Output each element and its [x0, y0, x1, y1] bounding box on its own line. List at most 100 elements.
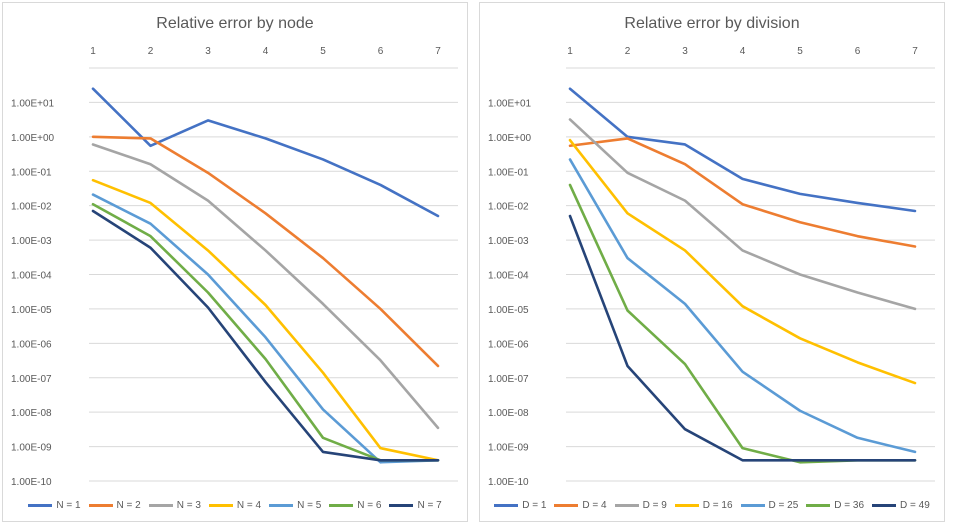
legend-item: N = 7 — [389, 500, 442, 511]
series-line-d-16 — [568, 138, 917, 385]
chart-title: Relative error by division — [624, 15, 800, 32]
legend-item: N = 2 — [88, 500, 141, 511]
x-tick-label: 4 — [740, 46, 746, 57]
y-tick-label: 1.00E-08 — [488, 408, 529, 419]
legend-label: D = 36 — [834, 500, 865, 511]
chart-plot-area-division: 1.00E-10 1.00E-09 1.00E-08 1.00E-07 1.00E-06… — [488, 46, 935, 488]
y-tick-label: 1.00E-01 — [488, 167, 529, 178]
legend-label: D = 25 — [768, 500, 799, 511]
y-tick-label: 1.00E-01 — [11, 167, 52, 178]
x-tick-label: 3 — [682, 46, 688, 57]
legend-swatch — [208, 503, 233, 507]
legend-label: N = 7 — [417, 500, 442, 511]
y-tick-label: 1.00E-07 — [11, 374, 52, 385]
chart-plot-area-node: 1.00E-10 1.00E-09 1.00E-08 1.00E-07 1.00E-06… — [11, 46, 458, 488]
x-tick-label: 5 — [797, 46, 803, 57]
legend-item: D = 4 — [554, 500, 607, 511]
legend-label: N = 6 — [357, 500, 382, 511]
legend-swatch — [872, 503, 897, 507]
series-line-n-4 — [91, 178, 440, 462]
series-line-d-1 — [568, 87, 917, 213]
legend-item: N = 1 — [28, 500, 81, 511]
legend-swatch — [269, 503, 294, 507]
y-tick-label: 1.00E-02 — [11, 202, 52, 213]
legend-label: N = 1 — [56, 500, 81, 511]
y-tick-label: 1.00E-03 — [11, 236, 52, 247]
y-tick-label: 1.00E+01 — [488, 98, 532, 109]
y-tick-label: 1.00E-08 — [11, 408, 52, 419]
legend-swatch — [389, 503, 414, 507]
legend-item: N = 6 — [329, 500, 381, 511]
legend-label: N = 3 — [176, 500, 201, 511]
legend-label: D = 49 — [900, 500, 930, 511]
series-line-n-7 — [91, 209, 440, 462]
series-line-d-25 — [568, 158, 917, 454]
x-tick-label: 1 — [90, 46, 96, 57]
legend-item: D = 49 — [872, 500, 930, 511]
legend-label: D = 1 — [522, 500, 547, 511]
legend-label: N = 2 — [116, 500, 141, 511]
x-tick-label: 6 — [378, 46, 384, 57]
series-line-d-9 — [568, 118, 917, 311]
legend-swatch — [494, 503, 519, 507]
x-tick-label: 1 — [567, 46, 573, 57]
legend-swatch — [614, 503, 639, 507]
y-tick-label: 1.00E-04 — [11, 271, 52, 282]
series-line-n-3 — [91, 143, 440, 430]
y-tick-label: 1.00E-05 — [11, 305, 52, 316]
series-line-n-5 — [91, 193, 440, 464]
x-tick-label: 5 — [320, 46, 326, 57]
y-tick-label: 1.00E-10 — [11, 477, 52, 488]
legend-swatch — [28, 503, 53, 507]
chart-legend: D = 1 D = 4 D = 9 D = 16 D = 25 D = 36 D = 49 — [480, 500, 944, 511]
series-line-d-4 — [568, 137, 917, 248]
y-tick-label: 1.00E-09 — [488, 443, 529, 454]
legend-item: N = 4 — [208, 500, 262, 511]
chart-panel-division: Relative error by division 1.00E-10 1.00E… — [479, 2, 945, 522]
legend-label: D = 4 — [582, 500, 607, 511]
legend-swatch — [740, 503, 765, 507]
legend-item: D = 9 — [614, 500, 667, 511]
legend-label: D = 16 — [702, 500, 733, 511]
x-tick-label: 4 — [263, 46, 269, 57]
x-tick-label: 7 — [912, 46, 918, 57]
y-tick-label: 1.00E+00 — [488, 133, 532, 144]
x-tick-label: 7 — [435, 46, 441, 57]
legend-swatch — [554, 503, 579, 507]
x-tick-label: 3 — [205, 46, 211, 57]
y-tick-label: 1.00E-02 — [488, 202, 529, 213]
y-tick-label: 1.00E+00 — [11, 133, 55, 144]
x-tick-label: 2 — [625, 46, 631, 57]
legend-swatch — [329, 503, 354, 507]
legend-label: N = 5 — [297, 500, 322, 511]
legend-item: D = 25 — [740, 500, 799, 511]
y-tick-label: 1.00E-04 — [488, 271, 529, 282]
series-line-d-49 — [568, 214, 917, 462]
legend-item: N = 5 — [269, 500, 321, 511]
x-tick-label: 2 — [148, 46, 154, 57]
x-tick-label: 6 — [855, 46, 861, 57]
legend-swatch — [806, 503, 831, 507]
y-tick-label: 1.00E-09 — [11, 443, 52, 454]
series-line-n-1 — [91, 87, 440, 218]
legend-swatch — [674, 503, 699, 507]
legend-label: N = 4 — [236, 500, 262, 511]
series-line-n-2 — [91, 135, 440, 368]
y-tick-label: 1.00E-06 — [11, 339, 52, 350]
y-tick-label: 1.00E-07 — [488, 374, 529, 385]
y-tick-label: 1.00E-05 — [488, 305, 529, 316]
legend-item: D = 36 — [806, 500, 864, 511]
y-tick-label: 1.00E-10 — [488, 477, 529, 488]
chart-panel-node: Relative error by node 1.00E-10 1.00E-09 1… — [2, 2, 468, 522]
chart-legend: N = 1 N = 2 N = 3 N = 4 N = 5 N = 6 N = 7 — [3, 500, 467, 511]
legend-swatch — [148, 503, 173, 507]
chart-title: Relative error by node — [156, 15, 314, 32]
legend-swatch — [88, 503, 113, 507]
y-tick-label: 1.00E+01 — [11, 98, 55, 109]
legend-item: D = 16 — [674, 500, 733, 511]
legend-item: N = 3 — [148, 500, 201, 511]
legend-item: D = 1 — [494, 500, 546, 511]
y-tick-label: 1.00E-06 — [488, 339, 529, 350]
legend-label: D = 9 — [642, 500, 667, 511]
series-line-d-36 — [568, 183, 917, 464]
